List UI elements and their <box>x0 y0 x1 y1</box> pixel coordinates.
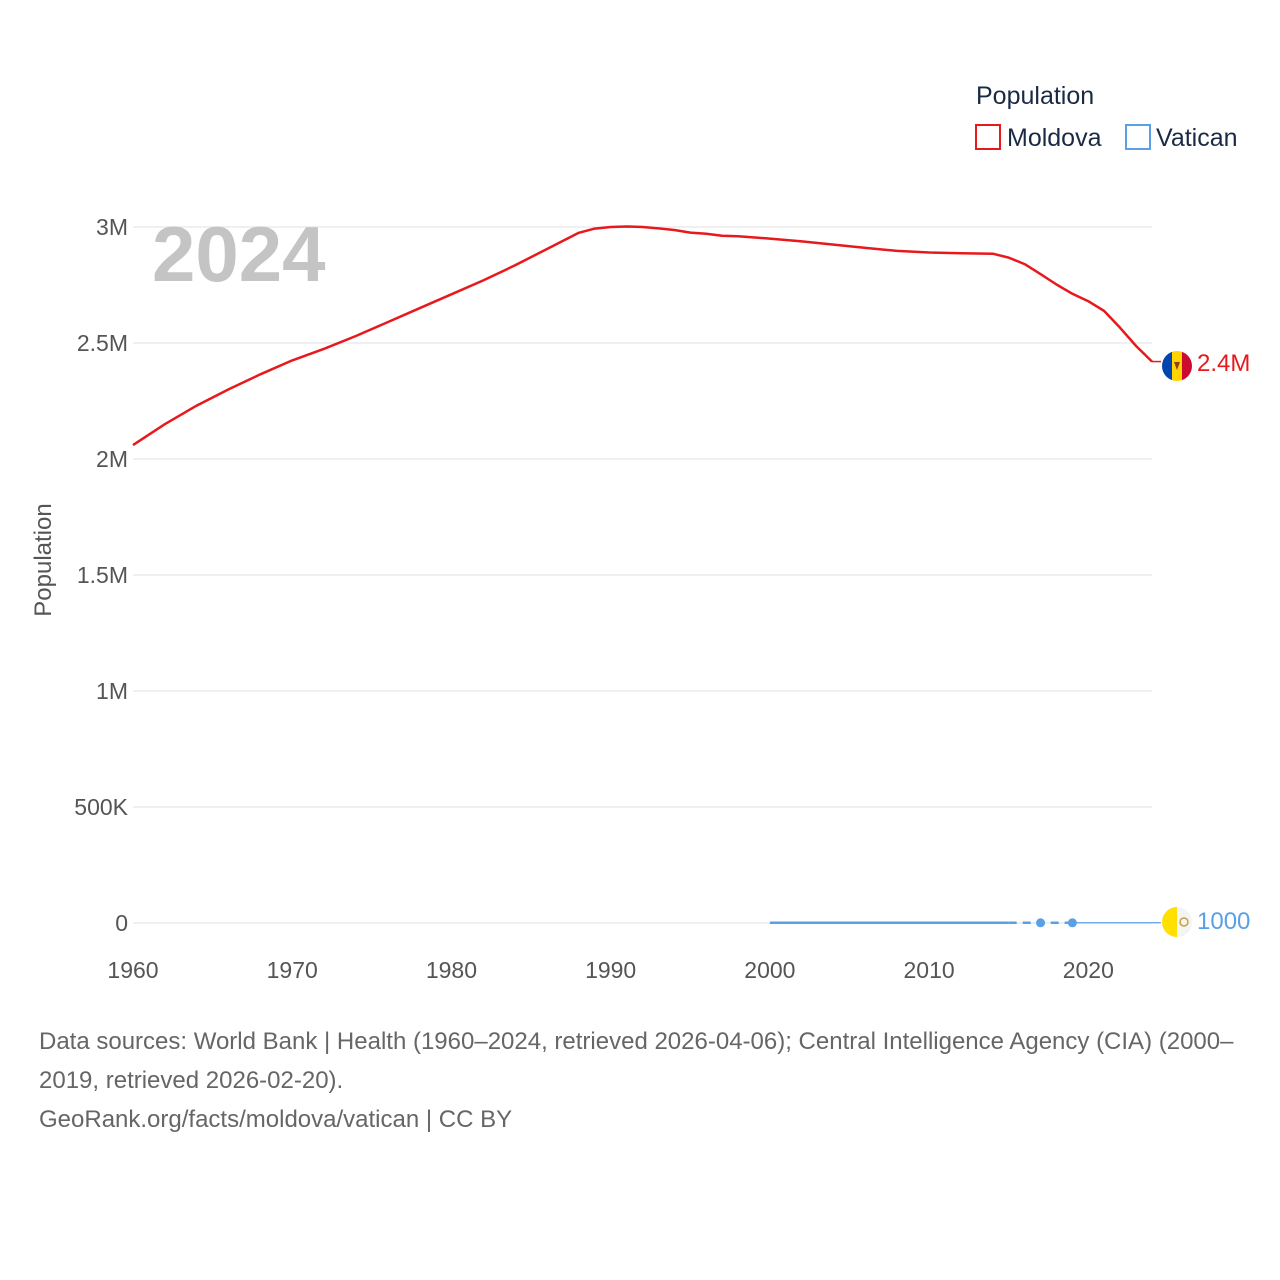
vatican-end-marker: 1000 <box>1162 907 1250 937</box>
vatican-end-label: 1000 <box>1197 908 1250 935</box>
legend-label-vatican: Vatican <box>1156 124 1238 152</box>
y-tick-label: 2M <box>96 446 128 472</box>
series-line-moldova[interactable] <box>132 225 1153 447</box>
series-layer <box>132 225 1161 928</box>
x-tick-label: 1960 <box>107 957 158 983</box>
credit-link[interactable]: GeoRank.org/facts/moldova/vatican | CC B… <box>39 1106 513 1133</box>
x-tick-label: 1970 <box>267 957 318 983</box>
legend-swatch-moldova <box>975 124 1001 150</box>
x-axis-ticks: 1960 1970 1980 1990 2000 2010 2020 <box>107 957 1113 983</box>
population-chart: 0 500K 1M 1.5M 2M 2.5M 3M 1960 1970 1980 1990 2000… <box>30 82 1250 983</box>
y-tick-label: 2.5M <box>77 330 128 356</box>
moldova-end-label: 2.4M <box>1197 350 1250 377</box>
y-tick-label: 500K <box>74 794 128 820</box>
x-tick-label: 1980 <box>426 957 477 983</box>
x-tick-label: 2020 <box>1063 957 1114 983</box>
legend-label-moldova: Moldova <box>1007 124 1102 152</box>
moldova-end-marker: 2.4M <box>1162 350 1250 381</box>
legend-item-moldova[interactable]: Moldova <box>975 124 1102 152</box>
vatican-flag-icon <box>1162 907 1192 937</box>
x-tick-label: 2010 <box>904 957 955 983</box>
y-tick-label: 1M <box>96 678 128 704</box>
data-sources-note: Data sources: World Bank | Health (1960–… <box>39 1028 1234 1094</box>
y-tick-label: 3M <box>96 214 128 240</box>
legend: Population Moldova Vatican <box>975 82 1238 152</box>
y-tick-label: 1.5M <box>77 562 128 588</box>
x-tick-label: 2000 <box>744 957 795 983</box>
y-tick-label: 0 <box>115 910 128 936</box>
y-axis-ticks: 0 500K 1M 1.5M 2M 2.5M 3M <box>74 214 128 936</box>
x-tick-label: 1990 <box>585 957 636 983</box>
grid-lines <box>133 226 1152 924</box>
y-axis-label: Population <box>30 503 57 616</box>
legend-item-vatican[interactable]: Vatican <box>1125 124 1238 152</box>
legend-title: Population <box>976 82 1094 110</box>
vatican-data-point[interactable] <box>1036 918 1046 928</box>
vatican-data-point[interactable] <box>1067 918 1077 928</box>
legend-swatch-vatican <box>1125 124 1151 150</box>
year-label: 2024 <box>152 210 326 298</box>
moldova-flag-icon <box>1162 351 1192 381</box>
